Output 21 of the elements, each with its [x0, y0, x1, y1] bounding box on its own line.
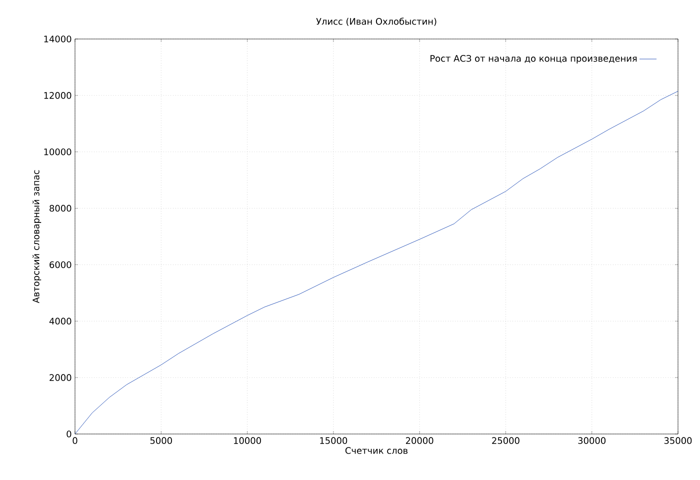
y-tick-label: 4000 [49, 318, 72, 325]
y-axis-title: Авторский словарный запас [32, 170, 42, 304]
y-tick-label: 14000 [44, 36, 72, 42]
chart-title: Улисс (Иван Охлобыстин) [316, 18, 436, 26]
x-tick-label: 30000 [578, 437, 606, 444]
x-tick-label: 15000 [320, 437, 348, 444]
y-tick-label: 0 [66, 430, 72, 438]
legend-label: Рост АСЗ от начала до конца произведения [430, 55, 637, 64]
y-tick-label: 2000 [50, 374, 72, 381]
x-tick-label: 10000 [234, 437, 261, 444]
y-tick-label: 8000 [50, 204, 72, 212]
x-tick-label: 35000 [664, 437, 692, 444]
line-series [75, 90, 678, 434]
x-tick-label: 25000 [492, 437, 520, 444]
x-axis-title: Счетчик слов [345, 447, 408, 454]
y-tick-label: 6000 [50, 261, 72, 268]
y-tick-label: 10000 [44, 148, 72, 156]
x-tick-label: 5000 [150, 437, 172, 444]
x-tick-label: 0 [72, 437, 78, 444]
x-tick-label: 20000 [406, 437, 434, 444]
y-tick-label: 12000 [44, 92, 72, 99]
